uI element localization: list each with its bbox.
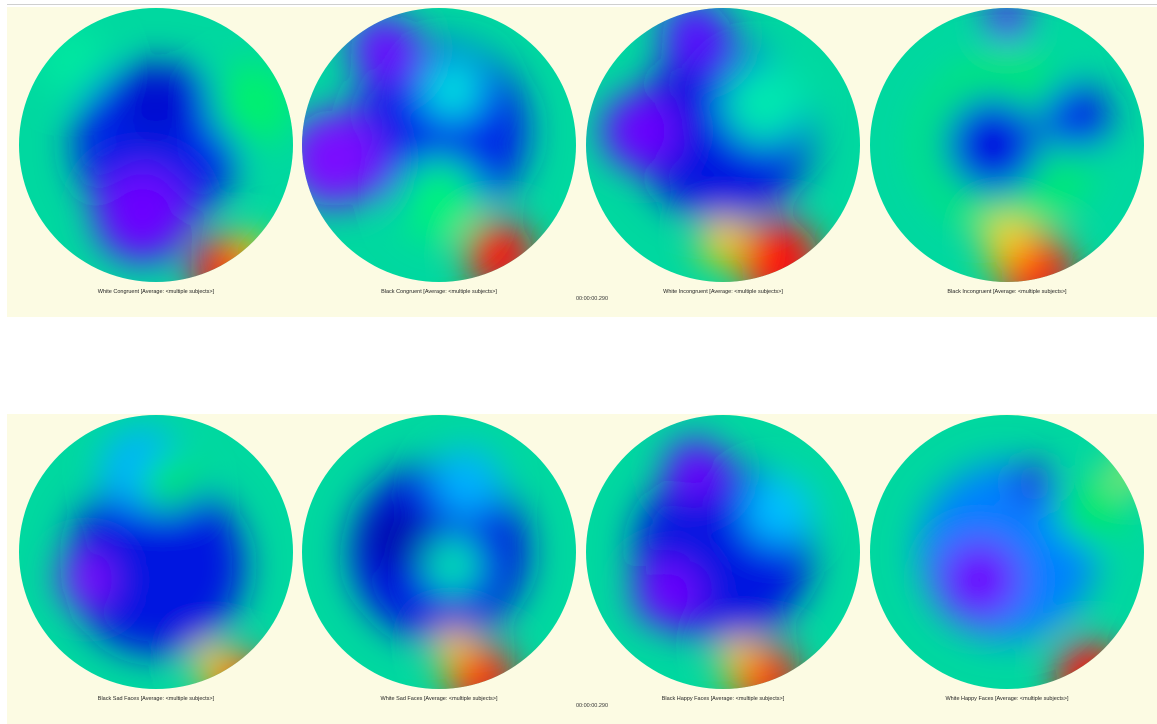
topomap-label: Black Sad Faces [Average: <multiple subj…: [97, 696, 215, 702]
activation-blob: [59, 552, 115, 607]
activation-blob: [142, 455, 198, 511]
topomap-2: White Sad Faces [Average: <multiple subj…: [301, 414, 577, 702]
activation-blob: [601, 92, 679, 170]
activation-blob: [661, 8, 730, 69]
topomap-label: Black Incongruent [Average: <multiple su…: [947, 289, 1067, 295]
topomap-label: White Incongruent [Average: <multiple su…: [663, 289, 783, 295]
topomap-4: Black Incongruent [Average: <multiple su…: [869, 7, 1145, 295]
topomap-head-circle: [19, 415, 293, 689]
activation-blob: [190, 641, 232, 683]
activation-blob: [425, 538, 481, 594]
activation-blob: [986, 8, 1028, 42]
topomap-head-circle: [586, 8, 860, 282]
activation-blob: [938, 538, 1021, 621]
topomap-panel-bottom: 00:00:00.290 Black Sad Faces [Average: <…: [7, 414, 1157, 724]
activation-blob: [94, 166, 191, 262]
activation-blob: [397, 159, 481, 242]
topomap-3: White Incongruent [Average: <multiple su…: [585, 7, 861, 295]
activation-blob: [723, 62, 806, 145]
topomap-head-circle: [19, 8, 293, 282]
activation-blob: [1014, 462, 1056, 504]
activation-blob: [945, 97, 1042, 193]
topomap-2: Black Congruent [Average: <multiple subj…: [301, 7, 577, 295]
activation-blob: [349, 42, 529, 221]
window-top-border: [7, 4, 1157, 5]
activation-blob: [982, 216, 1032, 267]
activation-blob: [665, 439, 726, 500]
activation-blob: [302, 110, 383, 207]
topomap-label: White Sad Faces [Average: <multiple subj…: [380, 696, 498, 702]
activation-blob: [117, 65, 195, 142]
activation-blob: [716, 636, 758, 678]
activation-blob: [66, 476, 246, 655]
activation-blob: [422, 59, 483, 120]
timestamp-label: 00:00:00.290: [575, 703, 609, 709]
activation-blob: [211, 62, 293, 145]
topomap-3: Black Happy Faces [Average: <multiple su…: [585, 414, 861, 702]
activation-blob: [349, 14, 419, 83]
topomap-head-circle: [870, 415, 1144, 689]
activation-blob: [363, 503, 432, 573]
topomap-label: White Happy Faces [Average: <multiple su…: [945, 696, 1069, 702]
activation-blob: [432, 628, 474, 670]
activation-blob: [236, 233, 270, 267]
activation-blob: [432, 448, 501, 518]
topomap-head-circle: [870, 8, 1144, 282]
topomap-1: Black Sad Faces [Average: <multiple subj…: [18, 414, 294, 702]
topomap-4: White Happy Faces [Average: <multiple su…: [869, 414, 1145, 702]
activation-blob: [1041, 83, 1111, 152]
topomap-head-circle: [302, 8, 576, 282]
activation-blob: [698, 216, 748, 267]
topomap-label: Black Happy Faces [Average: <multiple su…: [661, 696, 785, 702]
topomap-head-circle: [302, 415, 576, 689]
timestamp-label: 00:00:00.290: [575, 296, 609, 302]
topomap-label: Black Congruent [Average: <multiple subj…: [381, 289, 497, 295]
activation-blob: [38, 27, 108, 97]
topomap-head-circle: [586, 415, 860, 689]
activation-blob: [1055, 476, 1125, 545]
topomap-panel-top: 00:00:00.290 White Congruent [Average: <…: [7, 7, 1157, 317]
activation-blob: [633, 559, 703, 628]
activation-blob: [743, 476, 813, 545]
topomap-1: White Congruent [Average: <multiple subj…: [18, 7, 294, 295]
topomap-label: White Congruent [Average: <multiple subj…: [97, 289, 215, 295]
